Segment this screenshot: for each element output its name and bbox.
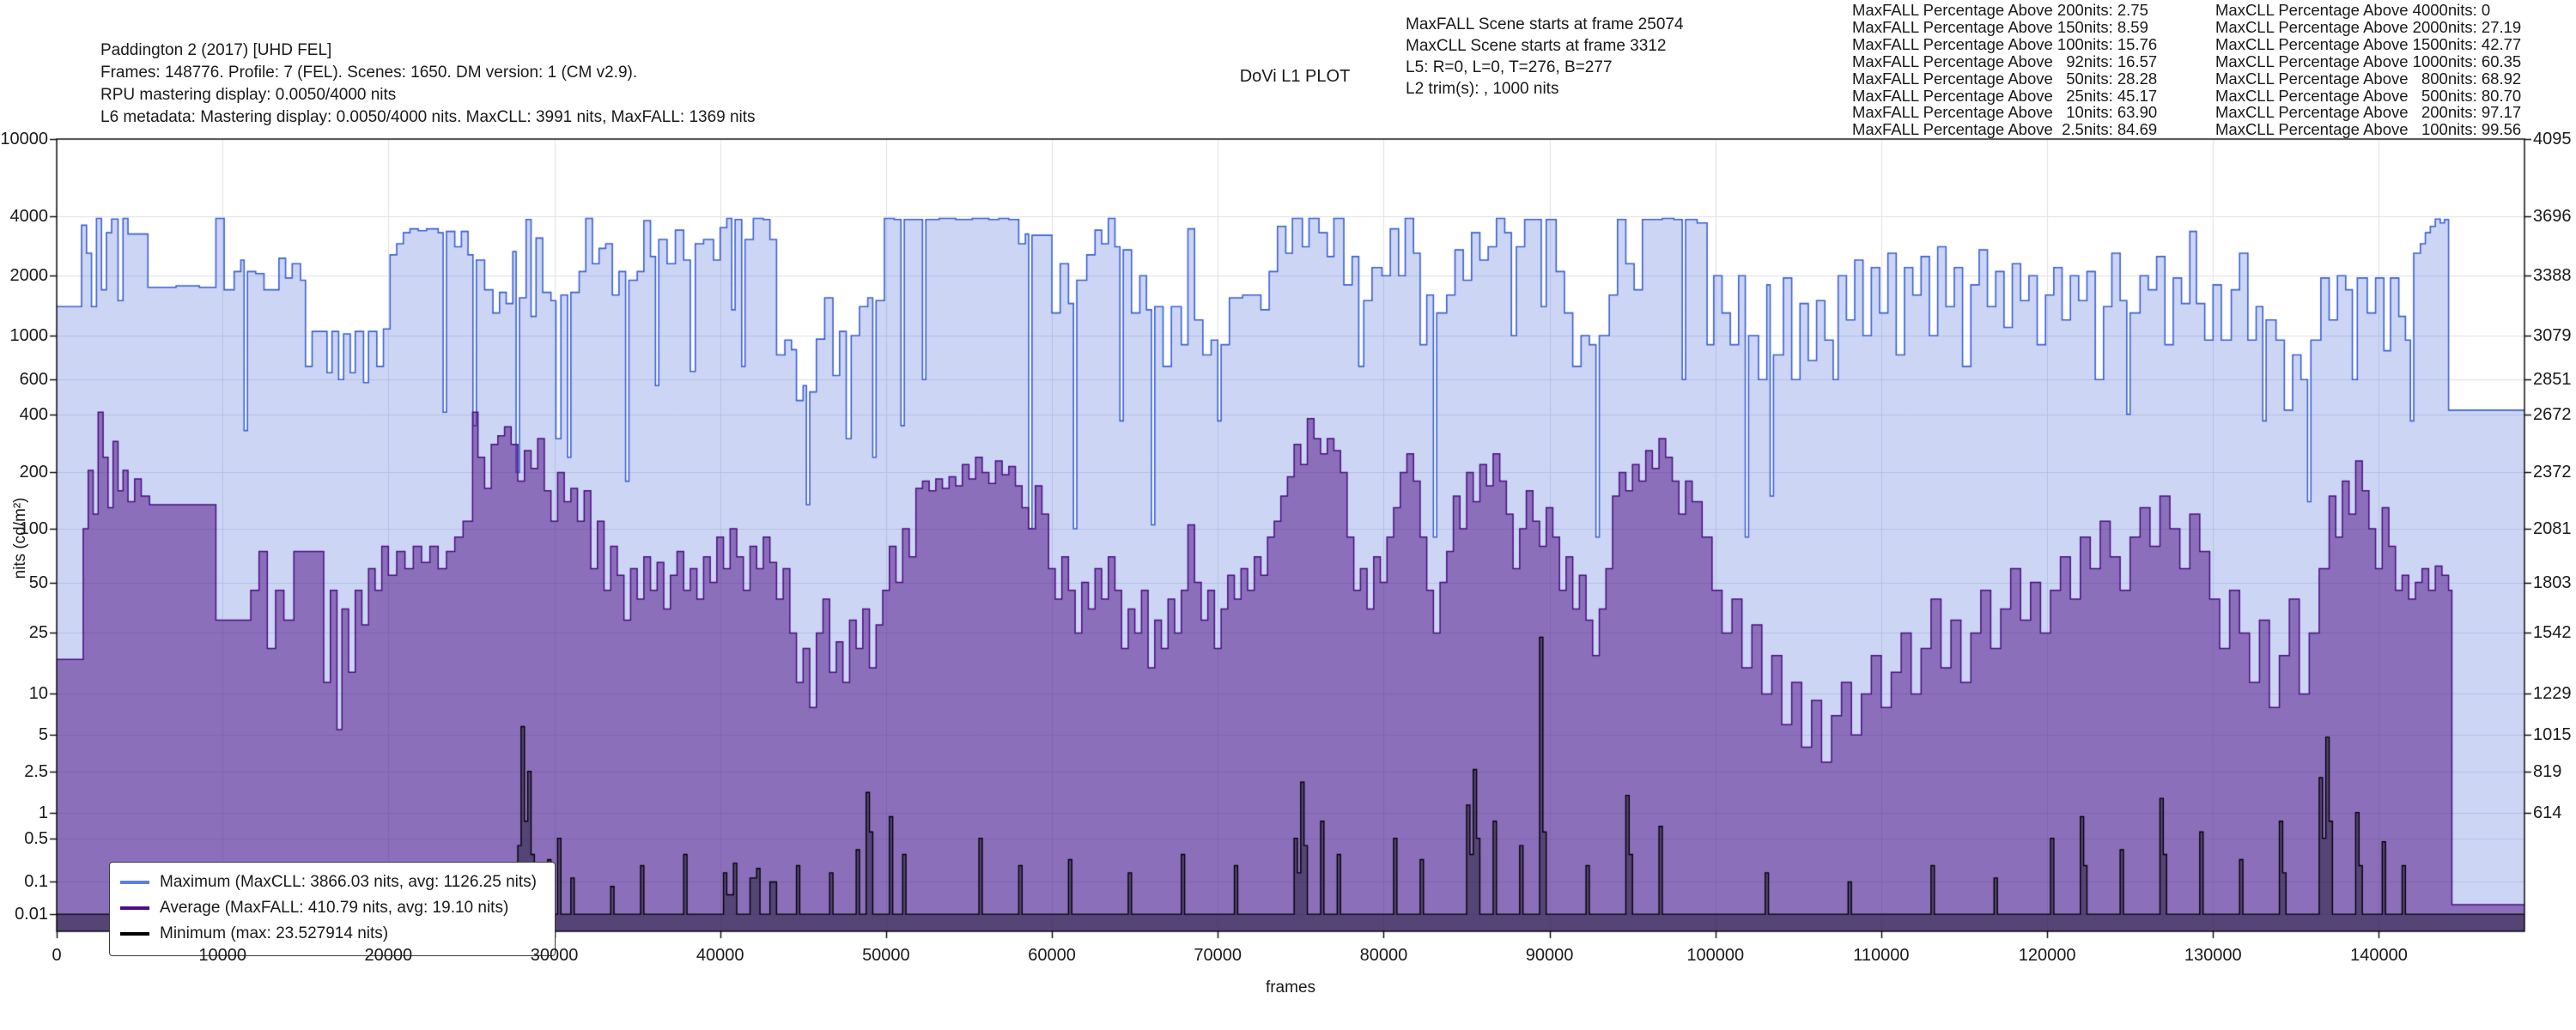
maxcll-percentage-line: MaxCLL Percentage Above 1500nits: 42.77 (2215, 34, 2522, 53)
y-axis-tick-label-left: 10 (28, 684, 48, 704)
legend-box: Maximum (MaxCLL: 3866.03 nits, avg: 1126… (109, 862, 556, 956)
scene-info-line: L2 trim(s): , 1000 nits (1406, 80, 1559, 98)
clip-info-block: Paddington 2 (2017) [UHD FEL] Frames: 148… (100, 39, 756, 129)
x-axis-tick-label: 70000 (1194, 946, 1242, 965)
y-axis-tick-label-left: 25 (28, 623, 48, 643)
maxcll-percentage-line: MaxCLL Percentage Above 200nits: 97.17 (2215, 103, 2522, 122)
y-axis-tick-label-right: 1015 (2533, 725, 2572, 745)
y-axis-tick-label-left: 600 (19, 370, 48, 390)
plot-title: DoVi L1 PLOT (1239, 67, 1351, 86)
y-axis-tick-label-left: 2.5 (24, 761, 48, 781)
y-axis-tick-label-right: 3079 (2533, 326, 2572, 346)
x-axis-tick-label: 100000 (1686, 946, 1745, 965)
y-axis-tick-label-right: 2851 (2533, 370, 2572, 390)
x-axis-tick-label: 50000 (862, 946, 910, 965)
y-axis-tick-label-right: 1803 (2533, 573, 2572, 592)
y-axis-tick-label-right: 1542 (2533, 623, 2572, 643)
scene-info-line: MaxFALL Scene starts at frame 25074 (1406, 15, 1684, 33)
maxfall-percentage-line: MaxFALL Percentage Above 50nits: 28.28 (1852, 69, 2158, 88)
y-axis-tick-label-right: 3388 (2533, 266, 2572, 286)
x-axis-tick-label: 140000 (2350, 946, 2408, 965)
x-axis-tick-label: 40000 (696, 946, 744, 965)
y-axis-tick-label-left: 5 (38, 725, 48, 745)
legend-label-average: Average (MaxFALL: 410.79 nits, avg: 19.1… (160, 899, 509, 917)
y-axis-tick-label-left: 4000 (9, 206, 49, 226)
maxcll-percentage-line: MaxCLL Percentage Above 800nits: 68.92 (2215, 69, 2522, 88)
maxfall-percentage-line: MaxFALL Percentage Above 150nits: 8.59 (1852, 17, 2148, 36)
y-axis-tick-label-left: 200 (19, 463, 48, 482)
average-line-swatch (120, 906, 149, 910)
scene-info-block: MaxFALL Scene starts at frame 25074 MaxCL… (1406, 14, 1684, 100)
clip-info-line: Frames: 148776. Profile: 7 (FEL). Scenes… (100, 64, 638, 82)
y-axis-tick-label-right: 3696 (2533, 206, 2572, 226)
x-axis-tick-label: 30000 (530, 946, 579, 965)
y-axis-tick-label-left: 0.1 (24, 872, 48, 892)
x-axis-tick-label: 110000 (1853, 946, 1910, 965)
scene-info-line: L5: R=0, L=0, T=276, B=277 (1406, 58, 1613, 76)
legend-item-maximum: Maximum (MaxCLL: 3866.03 nits, avg: 1126… (120, 869, 543, 895)
x-axis-tick-label: 10000 (198, 946, 246, 965)
minimum-line-swatch (120, 932, 149, 936)
y-axis-tick-label-left: 1 (38, 803, 48, 822)
y-axis-tick-label-left: 50 (28, 573, 48, 592)
y-axis-tick-label-left: 0.5 (24, 828, 48, 848)
y-axis-tick-label-right: 614 (2533, 803, 2562, 822)
clip-info-line: L6 metadata: Mastering display: 0.0050/4… (100, 108, 756, 126)
maxfall-percentage-line: MaxFALL Percentage Above 92nits: 16.57 (1852, 52, 2158, 70)
maxfall-percentage-line: MaxFALL Percentage Above 100nits: 15.76 (1852, 34, 2158, 53)
y-axis-tick-label-left: 100 (19, 519, 48, 539)
y-axis-tick-label-left: 400 (19, 404, 48, 424)
x-axis-tick-label: 130000 (2184, 946, 2242, 965)
x-axis-tick-label: 80000 (1359, 946, 1408, 965)
maxcll-percentage-line: MaxCLL Percentage Above 500nits: 80.70 (2215, 86, 2522, 105)
maxcll-percentage-block: MaxCLL Percentage Above 4000nits: 0 MaxCL… (2215, 2, 2521, 138)
clip-info-line: Paddington 2 (2017) [UHD FEL] (100, 41, 332, 59)
maxfall-percentage-line: MaxFALL Percentage Above 2.5nits: 84.69 (1852, 120, 2158, 139)
maxfall-percentage-line: MaxFALL Percentage Above 10nits: 63.90 (1852, 103, 2158, 122)
y-axis-tick-label-left: 0.01 (15, 905, 48, 924)
x-axis-tick-label: 120000 (2018, 946, 2076, 965)
y-axis-tick-label-right: 4095 (2533, 130, 2572, 148)
x-axis-tick-label: 60000 (1028, 946, 1076, 965)
maxcll-percentage-line: MaxCLL Percentage Above 100nits: 99.56 (2215, 120, 2522, 139)
maxfall-percentage-line: MaxFALL Percentage Above 25nits: 45.17 (1852, 86, 2158, 105)
y-axis-tick-label-right: 2081 (2533, 519, 2572, 539)
scene-info-line: MaxCLL Scene starts at frame 3312 (1406, 37, 1667, 55)
y-axis-tick-label-left: 1000 (9, 326, 49, 346)
legend-item-minimum: Minimum (max: 23.527914 nits) (120, 921, 543, 947)
maxfall-percentage-block: MaxFALL Percentage Above 200nits: 2.75 Ma… (1852, 2, 2157, 138)
clip-info-line: RPU mastering display: 0.0050/4000 nits (100, 86, 397, 104)
y-axis-tick-label-right: 1229 (2533, 684, 2572, 704)
legend-item-average: Average (MaxFALL: 410.79 nits, avg: 19.1… (120, 895, 543, 921)
legend-label-minimum: Minimum (max: 23.527914 nits) (160, 924, 389, 942)
y-axis-tick-label-right: 2372 (2533, 463, 2572, 482)
y-axis-tick-label-left: 2000 (9, 266, 49, 286)
maxfall-percentage-line: MaxFALL Percentage Above 200nits: 2.75 (1852, 1, 2148, 19)
y-axis-tick-label-right: 2672 (2533, 404, 2572, 424)
x-axis-tick-label: 90000 (1525, 946, 1574, 965)
x-axis-tick-label: 20000 (364, 946, 413, 965)
y-axis-tick-label-right: 819 (2533, 761, 2562, 781)
x-axis-tick-label: 0 (52, 946, 62, 965)
maxcll-percentage-line: MaxCLL Percentage Above 2000nits: 27.19 (2215, 17, 2522, 36)
maximum-line-swatch (120, 881, 149, 884)
maxcll-percentage-line: MaxCLL Percentage Above 4000nits: 0 (2215, 1, 2491, 19)
x-axis-title: frames (1265, 978, 1316, 997)
maxcll-percentage-line: MaxCLL Percentage Above 1000nits: 60.35 (2215, 52, 2522, 70)
y-axis-tick-label-left: 10000 (0, 130, 48, 148)
legend-label-maximum: Maximum (MaxCLL: 3866.03 nits, avg: 1126… (160, 873, 537, 891)
